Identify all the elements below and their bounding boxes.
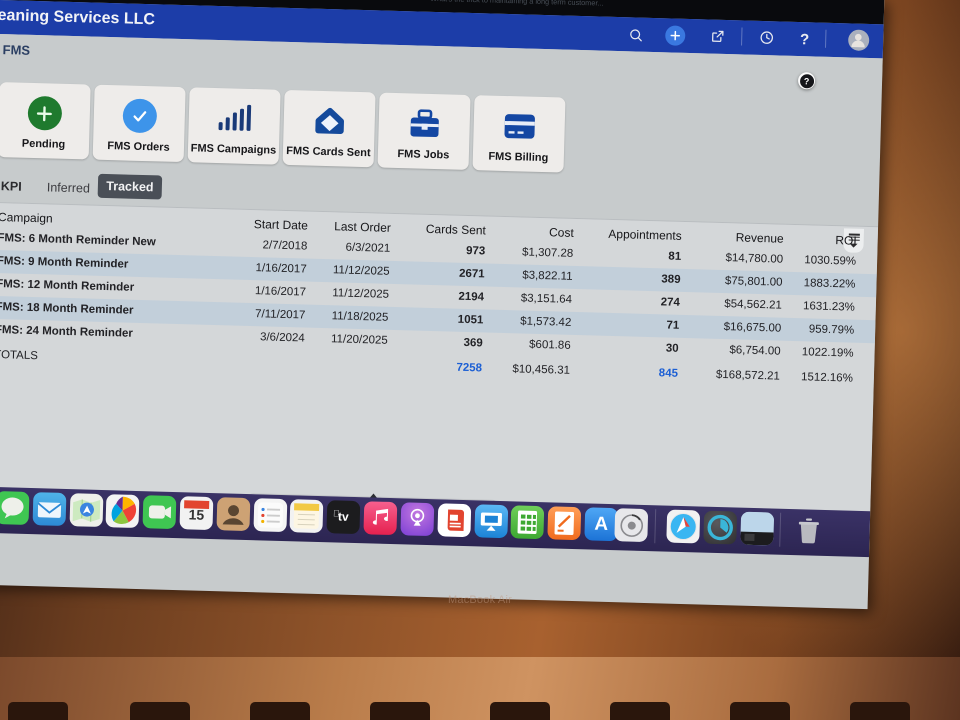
svg-text::  [333,508,340,518]
svg-text:15: 15 [188,506,204,522]
